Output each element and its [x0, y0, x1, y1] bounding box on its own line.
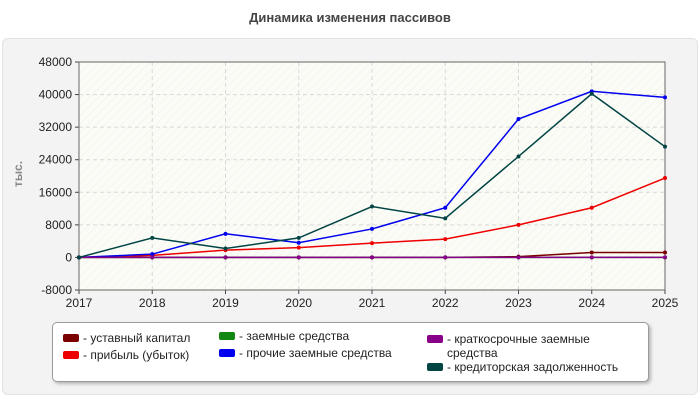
- data-point: [150, 255, 155, 260]
- y-tick-label: 48000: [39, 55, 73, 69]
- x-tick-label: 2017: [66, 296, 93, 310]
- x-tick-label: 2018: [139, 296, 166, 310]
- x-tick-label: 2024: [578, 296, 605, 310]
- x-tick-label: 2019: [212, 296, 239, 310]
- y-tick-label: 24000: [39, 153, 73, 167]
- data-point: [516, 222, 521, 227]
- axes: [75, 61, 666, 294]
- x-tick-label: 2025: [652, 296, 679, 310]
- legend-swatch: [427, 363, 443, 371]
- y-tick-label: 40000: [39, 88, 73, 102]
- legend-item-kreditorskaya: - кредиторская задолженность: [427, 360, 647, 374]
- data-point: [589, 255, 594, 260]
- y-tick-label: -8000: [41, 283, 72, 297]
- data-point: [443, 237, 448, 242]
- legend-swatch: [427, 335, 443, 343]
- legend-label: - кредиторская задолженность: [447, 360, 619, 374]
- data-point: [516, 154, 521, 159]
- data-point: [663, 255, 667, 260]
- data-point: [516, 117, 521, 121]
- x-tick-label: 2020: [285, 296, 312, 310]
- series-lines: [77, 89, 667, 260]
- data-point: [589, 205, 594, 210]
- x-tick-label: 2021: [359, 296, 386, 310]
- data-point: [370, 255, 374, 260]
- legend-label: - прочие заемные средства: [239, 346, 392, 360]
- data-point: [443, 255, 448, 260]
- y-tick-label: 8000: [45, 218, 72, 232]
- legend-label: - краткосрочные заемные средства: [447, 332, 590, 360]
- data-point: [663, 144, 667, 149]
- legend-label: - уставный капитал: [83, 331, 191, 345]
- data-point: [663, 95, 667, 100]
- data-point: [296, 255, 301, 260]
- y-axis-title: тыс.: [11, 161, 25, 187]
- plot-frame: [78, 61, 666, 291]
- x-tick-label: 2022: [432, 296, 459, 310]
- data-point: [223, 246, 228, 251]
- tick-labels: -8000 0 8000 16000 24000 32000 40000 48000 2017 2…: [39, 55, 679, 310]
- legend-swatch: [219, 332, 235, 340]
- data-point: [370, 241, 374, 246]
- data-point: [589, 91, 594, 96]
- data-point: [443, 216, 448, 221]
- y-tick-label: 32000: [39, 120, 73, 134]
- legend: - уставный капитал - прибыль (убыток) - …: [52, 322, 649, 382]
- data-point: [443, 205, 448, 210]
- legend-item-zaemnye-sredstva: - заемные средства: [219, 329, 419, 343]
- legend-item-pribyl: - прибыль (убыток): [63, 348, 213, 362]
- data-point: [370, 226, 374, 231]
- x-tick-label: 2023: [505, 296, 532, 310]
- y-tick-label: 0: [65, 250, 72, 264]
- data-point: [589, 250, 594, 255]
- chart-title: Динамика изменения пассивов: [249, 10, 451, 25]
- data-point: [77, 255, 81, 260]
- legend-label: - заемные средства: [239, 329, 350, 343]
- legend-item-prochie-zaemnye: - прочие заемные средства: [219, 346, 419, 360]
- legend-item-ustavnyi-kapital: - уставный капитал: [63, 331, 213, 345]
- legend-swatch: [219, 349, 235, 357]
- data-point: [150, 252, 155, 257]
- data-point: [150, 235, 155, 240]
- data-point: [223, 231, 228, 236]
- legend-label: - прибыль (убыток): [83, 348, 190, 362]
- data-point: [296, 245, 301, 250]
- data-point: [296, 235, 301, 240]
- data-point: [370, 204, 374, 209]
- legend-swatch: [63, 351, 79, 359]
- data-point: [223, 255, 228, 260]
- legend-item-kratkosrochnye: - краткосрочные заемные средства: [427, 332, 627, 360]
- legend-swatch: [63, 334, 79, 342]
- y-tick-label: 16000: [39, 185, 73, 199]
- data-point: [663, 250, 667, 255]
- data-point: [663, 176, 667, 181]
- data-point: [296, 240, 301, 245]
- data-point: [516, 255, 521, 260]
